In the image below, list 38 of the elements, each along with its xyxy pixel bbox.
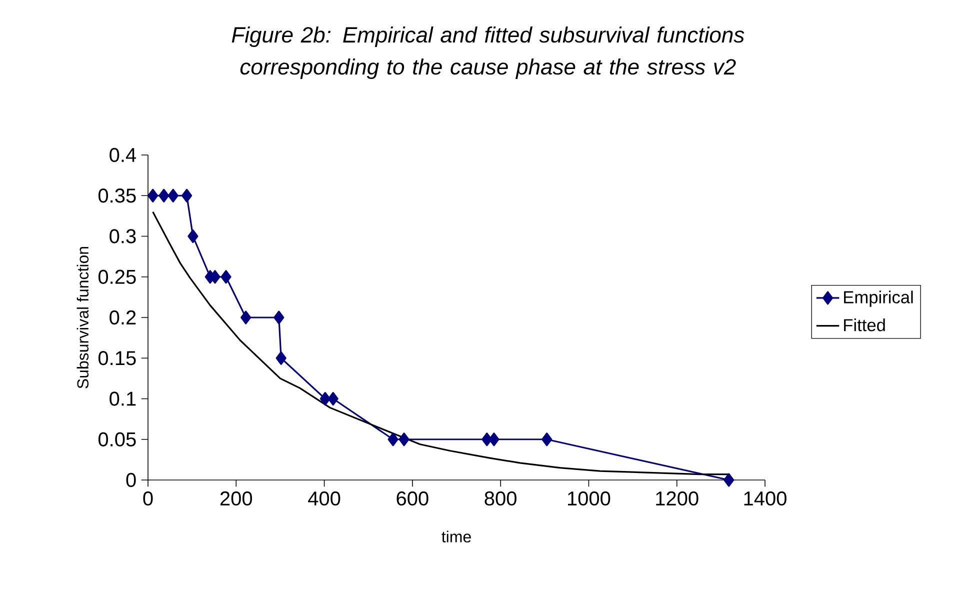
point: [276, 351, 286, 365]
y-axis-title: Subsurvival function: [76, 246, 89, 388]
point: [542, 432, 552, 446]
x-tick-label: 1400: [744, 491, 786, 506]
x-tick-label: 400: [308, 491, 340, 506]
x-tick-label: 600: [396, 491, 428, 506]
y-tick-label: 0.2: [110, 310, 136, 325]
point: [158, 188, 170, 202]
chart-title: Figure 2b: Empirical and fitted subsurvival functions corresponding to the cause phase at the stress v2: [232, 26, 744, 79]
point: [724, 473, 734, 487]
y-tick-label: 0.3: [110, 229, 136, 244]
x-tick-label: 0: [143, 491, 153, 506]
y-tick-label: 0: [126, 472, 136, 488]
point: [240, 310, 252, 324]
y-tick-label: 0.1: [110, 392, 136, 406]
y-tick-label: 0.25: [98, 270, 136, 284]
y-tick-label: 0.4: [110, 148, 136, 162]
x-axis-title: time: [442, 530, 471, 542]
x-tick-label: 800: [484, 491, 516, 506]
point: [388, 432, 398, 446]
point: [181, 188, 192, 202]
y-tick-label: 0.05: [98, 432, 136, 446]
legend-label: Empirical: [844, 290, 913, 307]
point: [274, 310, 284, 324]
y-tick-label: 0.15: [98, 351, 136, 366]
point: [488, 432, 500, 446]
point: [148, 188, 158, 202]
point: [188, 229, 198, 244]
y-tick-label: 0.35: [98, 188, 136, 203]
x-tick-label: 1200: [656, 491, 698, 506]
point: [168, 188, 178, 202]
point: [220, 270, 232, 284]
point: [320, 392, 330, 406]
point: [328, 392, 338, 406]
point: [398, 432, 410, 446]
x-tick-label: 200: [220, 491, 252, 506]
legend-label: Fitted: [844, 318, 885, 332]
x-tick-label: 1000: [568, 491, 610, 506]
